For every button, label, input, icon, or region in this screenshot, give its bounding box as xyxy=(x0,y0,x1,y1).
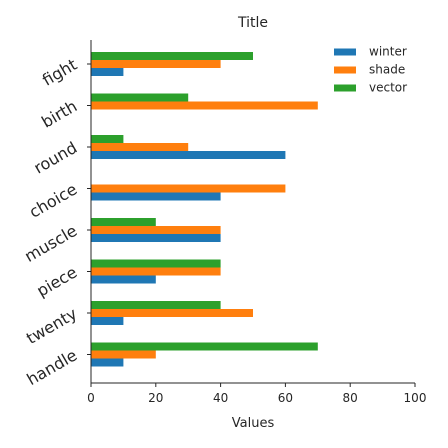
legend-swatch-shade xyxy=(334,66,356,74)
bar-shade-twenty xyxy=(91,309,253,317)
plot-area xyxy=(91,52,318,367)
x-tick-label-40: 40 xyxy=(213,391,228,405)
bar-shade-handle xyxy=(91,350,156,359)
x-tick-label-100: 100 xyxy=(404,391,427,405)
category-label-muscle: muscle xyxy=(21,221,80,266)
bar-winter-fight xyxy=(91,68,124,76)
legend-label-vector: vector xyxy=(369,81,407,95)
x-tick-label-80: 80 xyxy=(343,391,358,405)
category-label-round: round xyxy=(31,138,81,178)
bar-shade-choice xyxy=(91,184,286,193)
bar-vector-piece xyxy=(91,259,221,268)
legend-label-winter: winter xyxy=(369,45,407,59)
x-tick-label-0: 0 xyxy=(87,391,95,405)
bar-shade-birth xyxy=(91,101,318,110)
category-label-fight: fight xyxy=(39,55,80,90)
bar-shade-muscle xyxy=(91,226,221,234)
bar-vector-birth xyxy=(91,93,189,102)
category-label-birth: birth xyxy=(38,96,80,131)
bar-winter-handle xyxy=(91,358,124,367)
bar-winter-muscle xyxy=(91,234,221,242)
bar-shade-piece xyxy=(91,267,221,276)
bar-vector-twenty xyxy=(91,301,221,309)
bar-vector-fight xyxy=(91,52,253,60)
category-label-twenty: twenty xyxy=(23,304,80,348)
legend-swatch-vector xyxy=(334,84,356,92)
bar-winter-piece xyxy=(91,275,156,284)
legend-label-shade: shade xyxy=(369,63,405,77)
bar-shade-fight xyxy=(91,60,221,68)
x-axis-label: Values xyxy=(232,416,275,431)
category-label-handle: handle xyxy=(24,345,81,389)
bar-vector-muscle xyxy=(91,218,156,226)
bar-vector-handle xyxy=(91,342,318,351)
bar-shade-round xyxy=(91,143,189,151)
category-label-piece: piece xyxy=(33,262,80,300)
bar-winter-choice xyxy=(91,192,221,201)
x-tick-label-20: 20 xyxy=(148,391,163,405)
bar-winter-twenty xyxy=(91,317,124,325)
legend: winter shade vector xyxy=(323,42,415,100)
chart-title: Title xyxy=(237,15,268,31)
bar-winter-round xyxy=(91,151,286,159)
category-label-choice: choice xyxy=(26,179,80,221)
bar-vector-round xyxy=(91,135,124,143)
x-tick-label-60: 60 xyxy=(278,391,293,405)
legend-swatch-winter xyxy=(334,48,356,56)
